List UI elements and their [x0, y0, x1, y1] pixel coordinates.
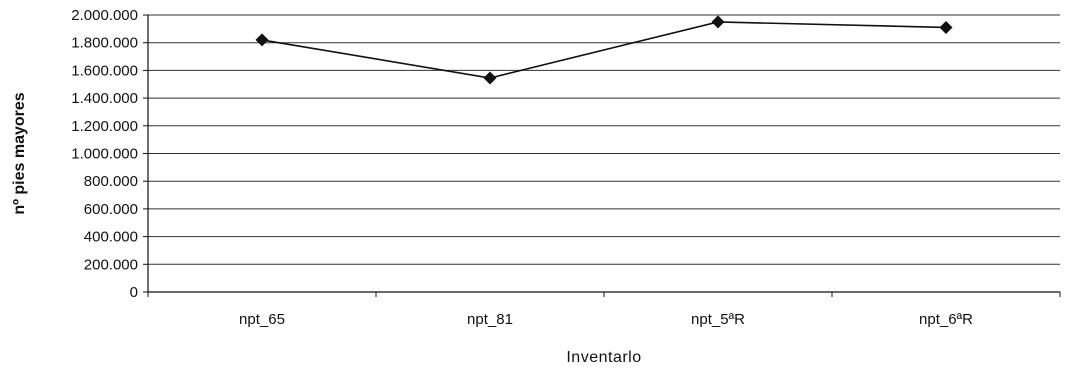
- data-point-marker: [483, 71, 497, 85]
- y-tick-label: 0: [130, 284, 138, 301]
- y-tick-label: 600.000: [84, 201, 138, 218]
- y-tick-label: 1.600.000: [71, 62, 138, 79]
- y-tick-label: 200.000: [84, 256, 138, 273]
- x-tick-label: npt_65: [239, 311, 285, 328]
- x-tick-labels: npt_65 npt_81 npt_5ªR npt_6ªR: [239, 311, 973, 328]
- y-tick-label: 800.000: [84, 173, 138, 190]
- data-point-marker: [711, 15, 725, 29]
- data-point-marker: [255, 33, 269, 47]
- data-point-marker: [939, 20, 953, 34]
- x-tick-label: npt_81: [467, 311, 513, 328]
- y-tick-label: 1.800.000: [71, 35, 138, 52]
- y-tick-label: 1.000.000: [71, 146, 138, 163]
- x-tick-label: npt_5ªR: [691, 311, 745, 328]
- series: [255, 15, 953, 85]
- y-tick-label: 1.400.000: [71, 90, 138, 107]
- gridlines: [148, 14, 1060, 265]
- y-tick-label: 2.000.000: [71, 7, 138, 24]
- y-tick-labels: 0 200.000 400.000 600.000 800.000 1.000.000 1.…: [71, 7, 138, 301]
- axes: [143, 14, 1061, 297]
- x-tick-label: npt_6ªR: [919, 311, 973, 328]
- y-tick-label: 400.000: [84, 229, 138, 246]
- y-tick-label: 1.200.000: [71, 118, 138, 135]
- y-axis-title: nº pies mayores: [11, 92, 28, 214]
- series-line: [261, 21, 947, 79]
- x-axis-title: Inventarlo: [566, 349, 641, 366]
